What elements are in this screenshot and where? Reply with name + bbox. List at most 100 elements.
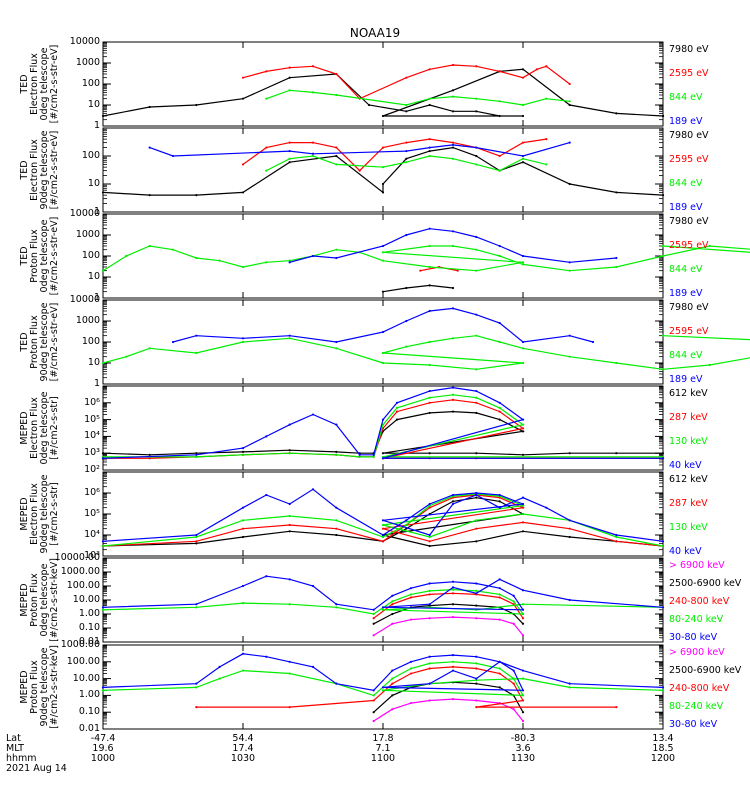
data-point [265, 435, 268, 438]
data-point [241, 97, 245, 100]
data-point [195, 351, 198, 355]
data-point [451, 592, 455, 595]
data-point [428, 401, 431, 404]
data-point [615, 361, 618, 365]
data-point [456, 269, 459, 272]
legend-entry: 7980 eV [669, 216, 709, 227]
data-point [428, 655, 431, 658]
data-point [195, 603, 198, 606]
footer-lat-value: 17.8 [372, 733, 394, 744]
data-point [381, 533, 385, 537]
data-point [428, 535, 431, 539]
data-point [101, 191, 105, 194]
data-point [451, 393, 455, 396]
data-point [101, 606, 105, 609]
data-point [498, 401, 501, 404]
data-point [405, 345, 408, 348]
data-point [101, 361, 105, 365]
data-point [451, 654, 455, 657]
data-point [288, 157, 291, 160]
data-point [288, 66, 291, 69]
data-point [148, 347, 151, 350]
footer-label-lat: Lat [6, 733, 21, 744]
legend-entry: 7980 eV [669, 44, 709, 55]
data-point [498, 114, 501, 118]
data-point [451, 698, 455, 701]
data-point [288, 261, 291, 264]
legend-entry: 844 eV [669, 178, 703, 189]
data-point [451, 143, 455, 146]
data-point [195, 535, 198, 539]
data-point [335, 248, 338, 251]
legend-entry: > 6900 keV [669, 647, 725, 658]
data-point [475, 667, 478, 670]
data-point [288, 452, 291, 455]
data-point [615, 112, 618, 115]
data-point [101, 689, 105, 692]
footer-hhmm-value: 1030 [230, 753, 256, 764]
series-line-blue [102, 488, 664, 542]
data-point [498, 686, 501, 689]
data-point [568, 598, 571, 602]
data-point [475, 154, 478, 158]
data-point [498, 418, 501, 421]
y-tick-label: 1.00 [78, 689, 100, 701]
data-point [101, 540, 105, 543]
footer-lat-value: 13.4 [652, 733, 674, 744]
data-point [241, 265, 245, 269]
data-point [521, 496, 525, 499]
data-point [195, 706, 198, 709]
data-point [428, 284, 431, 287]
data-point [521, 502, 525, 506]
data-point [241, 447, 245, 450]
data-point [428, 149, 431, 153]
data-point [391, 594, 394, 597]
data-point [428, 533, 431, 537]
data-point [148, 105, 151, 109]
data-point [615, 535, 618, 539]
data-point [568, 535, 571, 539]
data-point [409, 618, 413, 621]
data-point [521, 76, 525, 79]
legend-entry: 189 eV [669, 116, 703, 127]
data-point [405, 519, 408, 522]
data-point [475, 269, 478, 272]
data-point [475, 389, 478, 393]
data-point [381, 540, 385, 543]
legend-entry: 40 keV [669, 546, 702, 557]
series-line-black [102, 497, 664, 547]
data-point [372, 455, 375, 459]
data-point [661, 457, 665, 460]
data-point [288, 672, 291, 675]
y-axis-label: MEPED Proton Flux 0deg telescope [#/cm2-… [19, 558, 60, 642]
data-point [428, 589, 431, 592]
data-point [498, 169, 501, 172]
footer-lat-value: -80.3 [510, 733, 536, 744]
data-point [428, 544, 431, 548]
data-point [241, 584, 245, 588]
data-point [311, 254, 315, 258]
data-point [405, 161, 408, 164]
data-point [475, 589, 478, 592]
data-point [428, 617, 431, 620]
data-point [381, 351, 385, 355]
data-point [568, 452, 571, 455]
data-point [288, 449, 291, 452]
legend-entry: 240-800 keV [669, 683, 730, 694]
data-point [475, 540, 478, 543]
data-point [451, 157, 455, 160]
data-point [521, 254, 525, 258]
data-point [428, 593, 431, 596]
data-point [311, 65, 315, 68]
data-point [419, 269, 422, 272]
data-point [545, 138, 548, 141]
data-point [521, 634, 525, 637]
data-point [391, 708, 394, 711]
y-tick-label: 10.00 [72, 594, 100, 605]
data-point [568, 100, 571, 103]
series-line-green [266, 155, 547, 172]
data-point [241, 453, 245, 456]
legend-entry: 7980 eV [669, 302, 709, 313]
data-point [498, 340, 501, 344]
